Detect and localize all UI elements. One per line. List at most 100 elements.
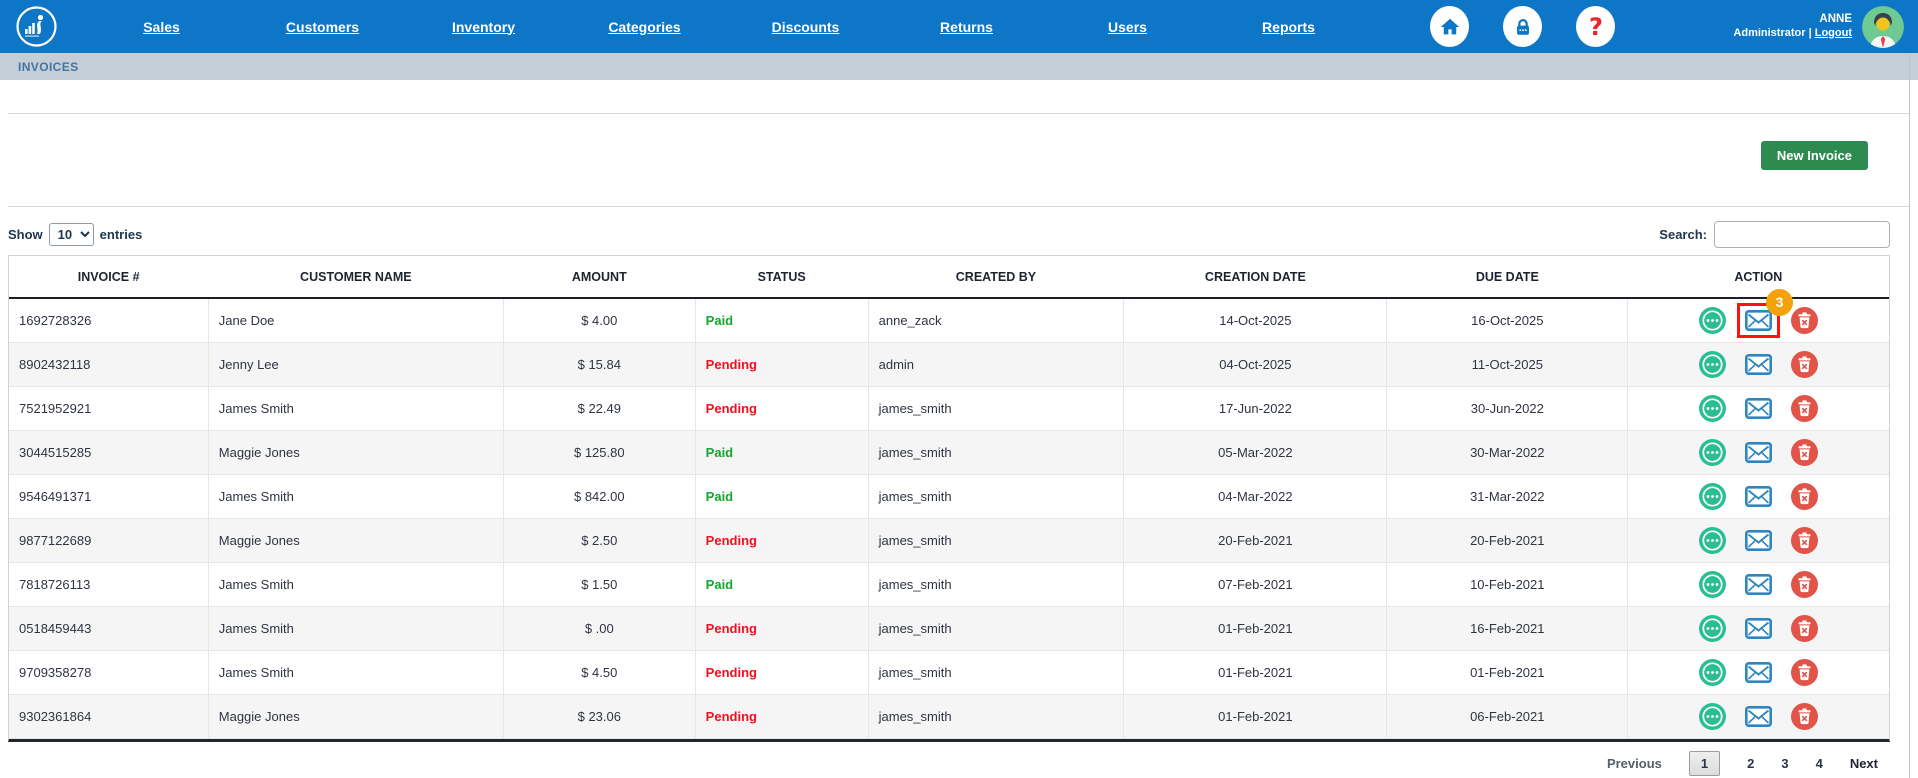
help-icon[interactable]: ? xyxy=(1576,6,1615,47)
email-invoice-button[interactable] xyxy=(1745,486,1772,507)
col-header-customer[interactable]: CUSTOMER NAME xyxy=(208,256,503,298)
email-invoice-button[interactable] xyxy=(1745,662,1772,683)
search-control: Search: xyxy=(1659,221,1890,248)
lock-icon[interactable] xyxy=(1503,6,1542,47)
delete-invoice-button[interactable] xyxy=(1791,527,1818,554)
email-invoice-button[interactable] xyxy=(1745,574,1772,595)
app-logo[interactable] xyxy=(16,6,57,47)
page-button-4[interactable]: 4 xyxy=(1816,756,1823,771)
nav-item-discounts[interactable]: Discounts xyxy=(725,19,886,35)
action-cell xyxy=(1628,386,1889,430)
amount-cell: $ 22.49 xyxy=(503,386,695,430)
status-text: Pending xyxy=(706,533,757,548)
delete-invoice-button[interactable] xyxy=(1791,703,1818,730)
status-text: Paid xyxy=(706,313,733,328)
view-invoice-button[interactable] xyxy=(1699,615,1726,642)
view-invoice-button[interactable] xyxy=(1699,351,1726,378)
action-cell xyxy=(1628,474,1889,518)
page-button-2[interactable]: 2 xyxy=(1747,756,1754,771)
customer-name-cell: James Smith xyxy=(208,562,503,606)
nav-item-users[interactable]: Users xyxy=(1047,19,1208,35)
delete-invoice-button[interactable] xyxy=(1791,659,1818,686)
created-by-cell: james_smith xyxy=(868,650,1124,694)
delete-invoice-button[interactable] xyxy=(1791,571,1818,598)
col-header-creation-date[interactable]: CREATION DATE xyxy=(1124,256,1387,298)
nav-item-inventory[interactable]: Inventory xyxy=(403,19,564,35)
customer-name-cell: James Smith xyxy=(208,386,503,430)
col-header-created-by[interactable]: CREATED BY xyxy=(868,256,1124,298)
next-page-button[interactable]: Next xyxy=(1850,756,1878,771)
email-invoice-button[interactable] xyxy=(1745,354,1772,375)
email-invoice-button[interactable] xyxy=(1745,442,1772,463)
breadcrumb-label: INVOICES xyxy=(18,60,79,74)
col-header-action[interactable]: ACTION xyxy=(1628,256,1889,298)
invoice-number-cell: 9302361864 xyxy=(9,694,208,738)
creation-date-cell: 04-Mar-2022 xyxy=(1124,474,1387,518)
page-button-3[interactable]: 3 xyxy=(1781,756,1788,771)
status-cell: Pending xyxy=(695,606,868,650)
view-invoice-button[interactable] xyxy=(1699,439,1726,466)
col-header-invoice[interactable]: INVOICE # xyxy=(9,256,208,298)
email-invoice-button[interactable] xyxy=(1745,706,1772,727)
annotation-box xyxy=(1737,655,1780,690)
table-row: 9877122689 Maggie Jones $ 2.50 Pending j… xyxy=(9,518,1889,562)
nav-item-customers[interactable]: Customers xyxy=(242,19,403,35)
nav-item-categories[interactable]: Categories xyxy=(564,19,725,35)
email-invoice-button[interactable] xyxy=(1745,398,1772,419)
col-header-due-date[interactable]: DUE DATE xyxy=(1387,256,1628,298)
new-invoice-button[interactable]: New Invoice xyxy=(1761,141,1868,170)
delete-invoice-button[interactable] xyxy=(1791,351,1818,378)
avatar xyxy=(1862,6,1904,48)
customer-name-cell: Jane Doe xyxy=(208,298,503,342)
delete-invoice-button[interactable] xyxy=(1791,307,1818,334)
view-invoice-button[interactable] xyxy=(1699,527,1726,554)
logout-link[interactable]: Logout xyxy=(1815,27,1852,39)
page-right-divider xyxy=(1909,53,1910,778)
invoice-number-cell: 0518459443 xyxy=(9,606,208,650)
view-invoice-button[interactable] xyxy=(1699,307,1726,334)
due-date-cell: 01-Feb-2021 xyxy=(1387,650,1628,694)
delete-invoice-button[interactable] xyxy=(1791,483,1818,510)
home-icon[interactable] xyxy=(1430,6,1469,47)
table-row: 7521952921 James Smith $ 22.49 Pending j… xyxy=(9,386,1889,430)
status-cell: Paid xyxy=(695,562,868,606)
status-cell: Pending xyxy=(695,386,868,430)
pagination: Previous 1 2 3 4 Next xyxy=(0,751,1878,776)
nav-item-returns[interactable]: Returns xyxy=(886,19,1047,35)
action-panel: New Invoice xyxy=(8,113,1910,207)
action-cell xyxy=(1628,606,1889,650)
nav-item-sales[interactable]: Sales xyxy=(81,19,242,35)
view-invoice-button[interactable] xyxy=(1699,395,1726,422)
view-invoice-button[interactable] xyxy=(1699,703,1726,730)
status-cell: Pending xyxy=(695,694,868,738)
delete-invoice-button[interactable] xyxy=(1791,439,1818,466)
action-cell: 3 xyxy=(1628,298,1889,342)
delete-invoice-button[interactable] xyxy=(1791,395,1818,422)
creation-date-cell: 20-Feb-2021 xyxy=(1124,518,1387,562)
table-row: 8902432118 Jenny Lee $ 15.84 Pending adm… xyxy=(9,342,1889,386)
delete-invoice-button[interactable] xyxy=(1791,615,1818,642)
search-input[interactable] xyxy=(1714,221,1890,248)
due-date-cell: 20-Feb-2021 xyxy=(1387,518,1628,562)
email-invoice-button[interactable] xyxy=(1745,310,1772,331)
view-invoice-button[interactable] xyxy=(1699,483,1726,510)
invoice-number-cell: 7818726113 xyxy=(9,562,208,606)
col-header-amount[interactable]: AMOUNT xyxy=(503,256,695,298)
nav-item-reports[interactable]: Reports xyxy=(1208,19,1369,35)
view-invoice-button[interactable] xyxy=(1699,571,1726,598)
page-button-1[interactable]: 1 xyxy=(1689,751,1720,776)
status-cell: Paid xyxy=(695,430,868,474)
col-header-status[interactable]: STATUS xyxy=(695,256,868,298)
due-date-cell: 30-Jun-2022 xyxy=(1387,386,1628,430)
status-cell: Paid xyxy=(695,298,868,342)
customer-name-cell: Maggie Jones xyxy=(208,518,503,562)
email-invoice-button[interactable] xyxy=(1745,618,1772,639)
previous-page-button[interactable]: Previous xyxy=(1607,756,1662,771)
email-invoice-button[interactable] xyxy=(1745,530,1772,551)
status-cell: Pending xyxy=(695,342,868,386)
view-invoice-button[interactable] xyxy=(1699,659,1726,686)
created-by-cell: anne_zack xyxy=(868,298,1124,342)
table-row: 7818726113 James Smith $ 1.50 Paid james… xyxy=(9,562,1889,606)
customer-name-cell: James Smith xyxy=(208,474,503,518)
page-size-select[interactable]: 10 xyxy=(49,223,94,246)
